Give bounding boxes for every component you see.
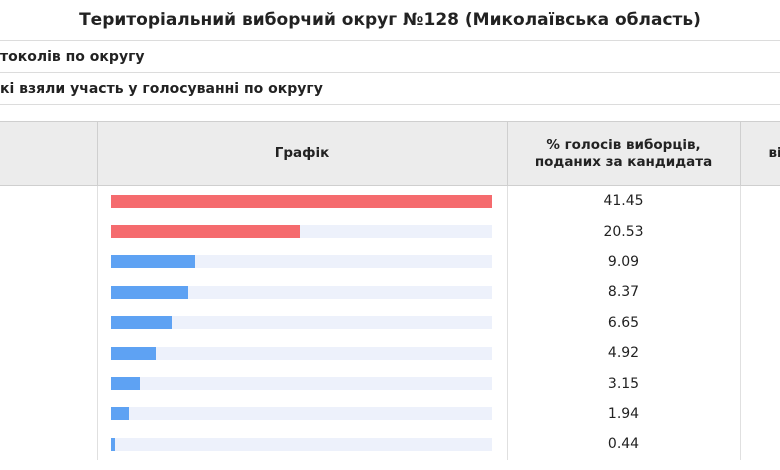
table-spacer — [0, 105, 780, 122]
table-row: 3.15 — [0, 368, 780, 399]
votes-cell — [740, 247, 780, 277]
bar-track — [110, 346, 492, 360]
candidate-cell — [0, 185, 98, 217]
votes-cell — [740, 216, 780, 246]
bar-track — [110, 285, 492, 299]
votes-cell — [740, 338, 780, 368]
bar-8 — [110, 407, 129, 421]
header-percent: % голосів виборців, поданих за кандидата — [507, 122, 741, 186]
votes-cell — [740, 399, 780, 429]
table-row: 8.37 — [0, 277, 780, 308]
bar-7 — [110, 377, 140, 391]
percent-value: 6.65 — [507, 307, 741, 338]
chart-cell — [97, 368, 508, 399]
table-row: 1.94 — [0, 398, 780, 430]
bar-3 — [110, 255, 195, 269]
bar-1 — [110, 194, 492, 208]
bar-6 — [110, 346, 156, 360]
bar-track — [110, 225, 492, 239]
table-row: 9.09 — [0, 246, 780, 278]
percent-value: 9.09 — [507, 246, 741, 278]
votes-cell — [740, 308, 780, 338]
votes-cell — [740, 429, 780, 459]
info-row-participation: кі взяли участь у голосуванні по округу — [0, 73, 780, 105]
candidate-cell — [0, 429, 98, 460]
bar-4 — [110, 285, 188, 299]
candidate-cell — [0, 277, 98, 308]
bar-5 — [110, 316, 172, 330]
percent-value: 4.92 — [507, 337, 741, 369]
table-row: 6.65 — [0, 307, 780, 338]
bar-9 — [110, 437, 115, 451]
bar-track — [110, 437, 492, 451]
votes-cell — [740, 368, 780, 398]
table-row: 20.53 — [0, 216, 780, 247]
candidate-cell — [0, 307, 98, 338]
chart-cell — [97, 277, 508, 308]
header-percent-line1: % голосів виборців, — [546, 136, 701, 153]
chart-cell — [97, 246, 508, 278]
header-candidate — [0, 122, 98, 186]
candidate-cell — [0, 246, 98, 278]
chart-cell — [97, 185, 508, 217]
results-body: 41.45 20.53 9.09 8.37 6.65 4.92 3.15 1.94 0.44 — [0, 185, 780, 460]
chart-cell — [97, 429, 508, 460]
page-title: Територіальний виборчий округ №128 (Мико… — [0, 0, 780, 41]
table-row: 41.45 — [0, 185, 780, 217]
votes-cell — [740, 277, 780, 307]
percent-value: 20.53 — [507, 216, 741, 247]
table-header-row: Графік % голосів виборців, поданих за ка… — [0, 122, 780, 186]
percent-value: 3.15 — [507, 368, 741, 399]
candidate-cell — [0, 337, 98, 369]
bar-2 — [110, 225, 300, 239]
bar-track — [110, 316, 492, 330]
votes-cell — [740, 186, 780, 217]
candidate-cell — [0, 368, 98, 399]
bar-track — [110, 407, 492, 421]
table-row: 4.92 — [0, 337, 780, 369]
percent-value: 8.37 — [507, 277, 741, 308]
chart-cell — [97, 398, 508, 430]
chart-cell — [97, 307, 508, 338]
chart-cell — [97, 216, 508, 247]
bar-track — [110, 194, 492, 208]
bar-track — [110, 255, 492, 269]
header-chart: Графік — [97, 122, 508, 186]
info-row-protocols: токолів по округу — [0, 41, 780, 73]
table-row: 0.44 — [0, 429, 780, 460]
percent-value: 0.44 — [507, 429, 741, 460]
bar-track — [110, 377, 492, 391]
candidate-cell — [0, 398, 98, 430]
header-votes: ві — [740, 122, 780, 186]
percent-value: 1.94 — [507, 398, 741, 430]
chart-cell — [97, 337, 508, 369]
header-percent-line2: поданих за кандидата — [534, 153, 713, 170]
results-table: Графік % голосів виборців, поданих за ка… — [0, 122, 780, 460]
percent-value: 41.45 — [507, 185, 741, 217]
candidate-cell — [0, 216, 98, 247]
